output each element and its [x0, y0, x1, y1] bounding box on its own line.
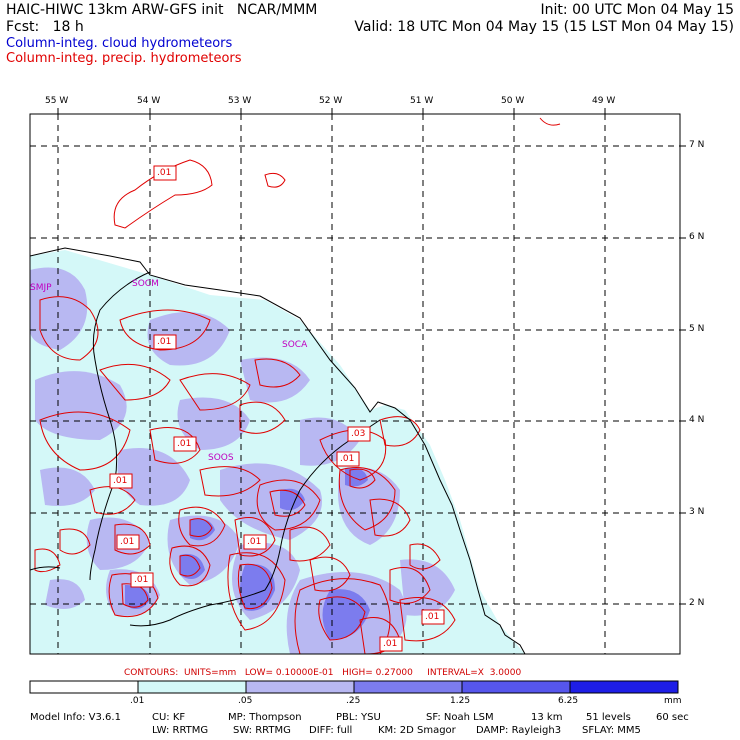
station-smjp: SMJP: [30, 283, 52, 293]
colorbar-tick: .25: [346, 696, 361, 706]
legend-precip: Column-integ. precip. hydrometeors: [6, 51, 242, 66]
contour-label: .01: [177, 439, 192, 449]
model-levels: 51 levels: [586, 712, 631, 723]
lon-label-49w: 49 W: [592, 96, 616, 106]
station-soca: SOCA: [282, 340, 308, 350]
precip-contours: [34, 117, 561, 654]
contour-label: .01: [340, 454, 355, 464]
lat-label-2n: 2 N: [689, 598, 705, 608]
contour-label: .01: [157, 168, 172, 178]
lon-label-54w: 54 W: [137, 96, 161, 106]
model-resolution: 13 km: [531, 712, 563, 723]
model-cu: CU: KF: [152, 712, 186, 723]
model-sf: SF: Noah LSM: [426, 712, 494, 723]
contour-label: .01: [247, 537, 262, 547]
station-socm: SOCM: [132, 279, 159, 289]
contour-label-boxes: [109, 165, 445, 652]
lat-label-6n: 6 N: [689, 232, 705, 242]
model-version: Model Info: V3.6.1: [30, 712, 121, 723]
model-sflay: SFLAY: MM5: [582, 725, 641, 736]
forecast-hour: Fcst: 18 h: [6, 19, 84, 35]
colorbar-tick: .01: [130, 696, 145, 706]
map-fields: [30, 114, 680, 654]
contour-label: .01: [134, 575, 149, 585]
lon-label-50w: 50 W: [501, 96, 525, 106]
lat-label-3n: 3 N: [689, 507, 705, 517]
contour-label: .01: [157, 337, 172, 347]
contour-label: .01: [383, 639, 398, 649]
map-frame: [29, 113, 681, 655]
colorbar-tick: 1.25: [450, 696, 471, 706]
lat-label-4n: 4 N: [689, 415, 705, 425]
lat-label-7n: 7 N: [689, 140, 705, 150]
model-mp: MP: Thompson: [228, 712, 302, 723]
contour-label: .01: [425, 612, 440, 622]
model-sw: SW: RRTMG: [233, 725, 291, 736]
lon-label-51w: 51 W: [410, 96, 434, 106]
model-damp: DAMP: Rayleigh3: [476, 725, 562, 736]
valid-time: Valid: 18 UTC Mon 04 May 15 (15 LST Mon …: [354, 19, 734, 35]
lat-label-5n: 5 N: [689, 324, 705, 334]
colorbar-tick: .05: [238, 696, 253, 706]
model-pbl: PBL: YSU: [336, 712, 381, 723]
legend-cloud: Column-integ. cloud hydrometeors: [6, 36, 233, 51]
header-title: HAIC-HIWC 13km ARW-GFS init NCAR/MMM: [6, 2, 318, 18]
contour-label: .01: [113, 476, 128, 486]
contour-label: .03: [351, 429, 366, 439]
station-soos: SOOS: [208, 453, 234, 463]
colorbar-tick: 6.25: [558, 696, 579, 706]
model-km: KM: 2D Smagor: [378, 725, 456, 736]
borders: [30, 247, 526, 654]
model-diff: DIFF: full: [309, 725, 353, 736]
lon-label-53w: 53 W: [228, 96, 252, 106]
lon-label-52w: 52 W: [319, 96, 343, 106]
colorbar-unit: mm: [664, 696, 682, 706]
contour-label: .01: [120, 537, 135, 547]
init-time: Init: 00 UTC Mon 04 May 15: [540, 2, 734, 18]
contours-info: CONTOURS: UNITS=mm LOW= 0.10000E-01 HIGH…: [124, 668, 522, 678]
model-lw: LW: RRTMG: [152, 725, 209, 736]
axis-ticks: [57, 108, 686, 605]
lon-label-55w: 55 W: [45, 96, 69, 106]
lat-lon-grid: [30, 114, 680, 654]
colorbar: [29, 680, 679, 694]
model-timestep: 60 sec: [656, 712, 689, 723]
